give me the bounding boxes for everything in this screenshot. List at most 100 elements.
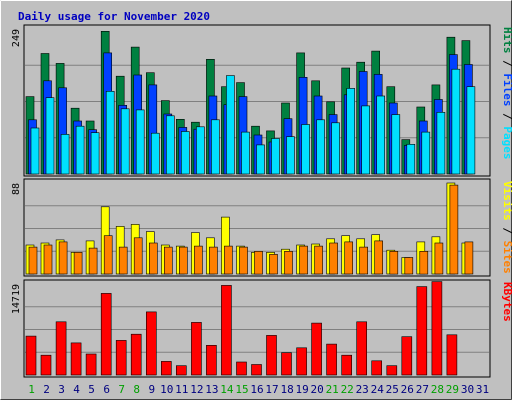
bar-pages-day-11 xyxy=(181,131,190,175)
bar-pages-day-18 xyxy=(286,136,295,175)
x-tick-label-day-4: 4 xyxy=(73,383,80,396)
x-tick-label-day-17: 17 xyxy=(265,383,278,396)
bar-pages-day-13 xyxy=(211,119,220,175)
legend-item-kbytes: KBytes xyxy=(501,282,512,322)
x-tick-label-day-20: 20 xyxy=(310,383,323,396)
bar-sites-day-2 xyxy=(43,244,53,275)
bar-kbytes-day-5 xyxy=(85,353,97,376)
bar-kbytes-day-2 xyxy=(40,354,52,376)
bar-pages-day-14 xyxy=(226,75,235,175)
x-tick-label-day-13: 13 xyxy=(205,383,218,396)
legend-item-visits: Visits xyxy=(501,181,512,221)
bar-pages-day-7 xyxy=(120,108,130,175)
max-label-middle: 88 xyxy=(11,183,22,195)
max-label-top: 249 xyxy=(11,29,22,47)
x-tick-label-day-19: 19 xyxy=(295,383,308,396)
bar-kbytes-day-25 xyxy=(386,365,398,376)
bar-pages-day-3 xyxy=(60,134,70,175)
x-tick-label-day-29: 29 xyxy=(446,383,459,396)
x-tick-label-day-22: 22 xyxy=(341,383,354,396)
bar-kbytes-day-28 xyxy=(431,281,443,376)
bar-pages-day-21 xyxy=(331,122,340,175)
bar-kbytes-day-26 xyxy=(401,336,413,376)
bar-pages-day-15 xyxy=(241,131,250,175)
x-tick-label-day-3: 3 xyxy=(58,383,65,396)
bar-sites-day-19 xyxy=(299,245,308,275)
x-tick-label-day-28: 28 xyxy=(431,383,444,396)
x-tick-label-day-14: 14 xyxy=(220,383,234,396)
bar-sites-day-21 xyxy=(329,242,338,275)
chart-title: Daily usage for November 2020 xyxy=(18,10,210,23)
bar-sites-day-18 xyxy=(284,251,293,275)
bar-sites-day-13 xyxy=(209,246,218,275)
bar-sites-day-11 xyxy=(179,246,188,275)
bar-sites-day-6 xyxy=(103,235,113,275)
x-tick-label-day-1: 1 xyxy=(28,383,35,396)
bar-sites-day-30 xyxy=(464,241,474,275)
x-tick-label-day-30: 30 xyxy=(461,383,474,396)
bar-sites-day-8 xyxy=(133,237,143,275)
x-tick-label-day-6: 6 xyxy=(103,383,110,396)
legend-separator: / xyxy=(501,107,512,127)
bar-kbytes-day-21 xyxy=(326,343,337,376)
legend-top: Hits / Files / Pages xyxy=(501,27,512,160)
legend-separator: / xyxy=(501,221,512,241)
bar-pages-day-6 xyxy=(105,91,115,175)
bar-sites-day-27 xyxy=(419,251,429,275)
bar-kbytes-day-23 xyxy=(356,321,368,376)
bar-pages-day-5 xyxy=(90,132,100,175)
bar-pages-day-22 xyxy=(346,88,356,175)
bar-pages-day-25 xyxy=(391,114,401,175)
bar-sites-day-24 xyxy=(374,240,384,275)
bar-kbytes-day-13 xyxy=(206,344,217,376)
bar-pages-day-27 xyxy=(421,131,431,175)
bar-kbytes-day-22 xyxy=(341,354,353,376)
bar-pages-day-29 xyxy=(451,68,461,175)
bar-kbytes-day-20 xyxy=(311,322,322,376)
bar-sites-day-15 xyxy=(239,246,248,275)
bar-kbytes-day-4 xyxy=(70,342,82,376)
bar-sites-day-4 xyxy=(73,252,83,275)
bar-kbytes-day-27 xyxy=(416,286,428,376)
x-tick-label-day-26: 26 xyxy=(401,383,414,396)
bar-kbytes-day-1 xyxy=(25,335,37,376)
bar-kbytes-day-8 xyxy=(130,333,142,376)
bar-kbytes-day-18 xyxy=(281,352,292,376)
bar-kbytes-day-17 xyxy=(266,335,277,376)
x-tick-label-day-25: 25 xyxy=(386,383,399,396)
bar-kbytes-day-24 xyxy=(371,360,383,376)
bar-pages-day-16 xyxy=(256,144,265,175)
bar-pages-day-17 xyxy=(271,138,280,175)
bar-sites-day-14 xyxy=(224,245,233,275)
max-label-bottom: 14719 xyxy=(11,284,22,314)
bar-kbytes-day-6 xyxy=(100,293,112,376)
legend-item-hits: Hits xyxy=(501,27,512,54)
legend-item-files: Files xyxy=(501,73,512,106)
bar-kbytes-day-10 xyxy=(161,361,172,376)
bar-kbytes-day-29 xyxy=(446,334,458,376)
legend-item-pages: Pages xyxy=(501,126,512,159)
bar-pages-day-24 xyxy=(376,95,386,175)
x-tick-label-day-23: 23 xyxy=(356,383,369,396)
x-tick-label-day-27: 27 xyxy=(416,383,429,396)
bar-sites-day-20 xyxy=(314,245,323,275)
bar-kbytes-day-7 xyxy=(115,340,127,376)
legend-middle: Visits / Sites xyxy=(501,181,512,274)
bar-sites-day-9 xyxy=(149,242,158,275)
bar-sites-day-29 xyxy=(449,184,459,275)
x-tick-label-day-5: 5 xyxy=(88,383,95,396)
x-tick-label-day-11: 11 xyxy=(175,383,188,396)
x-tick-label-day-7: 7 xyxy=(118,383,125,396)
bar-kbytes-day-19 xyxy=(296,347,307,376)
bar-pages-day-4 xyxy=(75,125,85,175)
bar-kbytes-day-16 xyxy=(251,364,262,376)
bar-sites-day-17 xyxy=(269,254,278,275)
x-tick-label-day-8: 8 xyxy=(133,383,140,396)
x-tick-label-day-31: 31 xyxy=(476,383,489,396)
bar-sites-day-16 xyxy=(254,251,263,275)
bar-sites-day-7 xyxy=(118,246,128,275)
bar-pages-day-1 xyxy=(30,127,40,175)
x-tick-label-day-12: 12 xyxy=(190,383,203,396)
